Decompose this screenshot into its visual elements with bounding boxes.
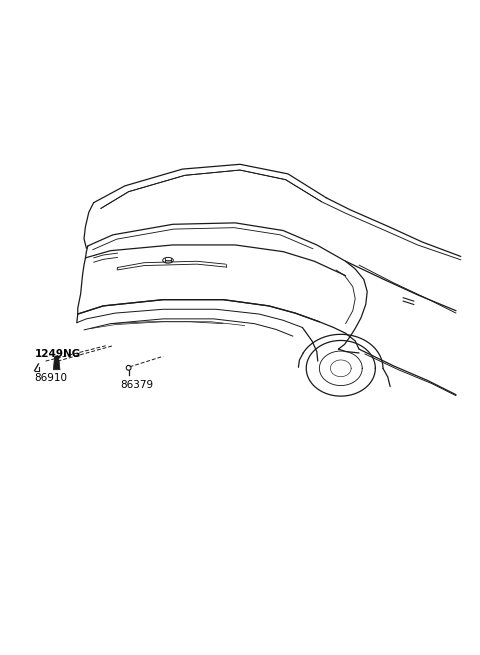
Polygon shape <box>53 360 60 369</box>
Text: 86379: 86379 <box>120 381 154 390</box>
Text: 86910: 86910 <box>34 373 67 383</box>
Circle shape <box>54 356 59 361</box>
Text: 1249NG: 1249NG <box>35 348 81 359</box>
